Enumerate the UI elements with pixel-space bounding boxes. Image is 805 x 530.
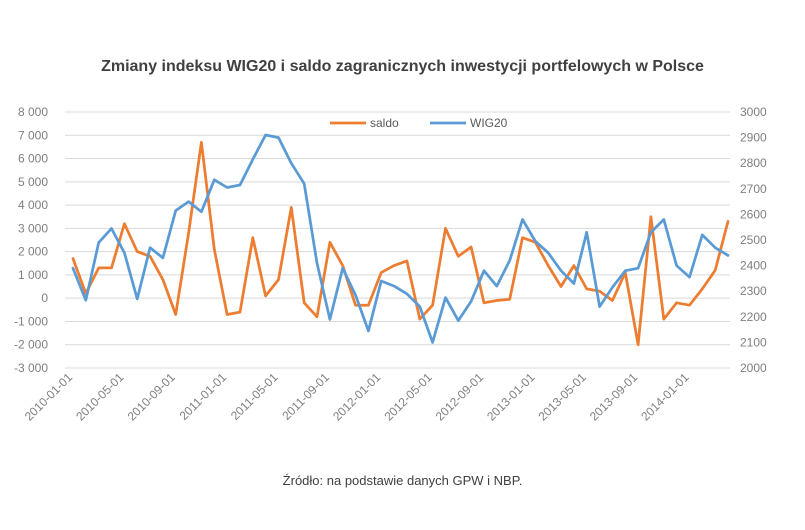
series-line-wig20 xyxy=(71,133,730,344)
series-line-saldo xyxy=(71,140,730,347)
y-right-tick-label: 2200 xyxy=(740,310,767,324)
x-tick-label: 2010-05-01 xyxy=(73,370,127,424)
y-left-tick-label: 7 000 xyxy=(18,128,48,142)
x-tick-label: 2012-01-01 xyxy=(330,370,384,424)
y-right-tick-label: 2400 xyxy=(740,259,767,273)
y-right-tick-label: 2900 xyxy=(740,131,767,145)
y-right-tick-label: 2800 xyxy=(740,156,767,170)
y-left-tick-label: -3 000 xyxy=(14,361,48,375)
y-left-tick-label: 0 xyxy=(41,291,48,305)
x-tick-label: 2012-09-01 xyxy=(433,370,487,424)
y-right-tick-label: 2500 xyxy=(740,233,767,247)
x-tick-label: 2013-01-01 xyxy=(484,370,538,424)
x-tick-label: 2013-09-01 xyxy=(587,370,641,424)
y-right-tick-label: 3000 xyxy=(740,105,767,119)
x-tick-label: 2010-09-01 xyxy=(125,370,179,424)
x-tick-label: 2011-01-01 xyxy=(177,370,230,423)
source-note: Źródło: na podstawie danych GPW i NBP. xyxy=(282,473,523,488)
x-tick-label: 2013-05-01 xyxy=(536,370,590,424)
x-tick-label: 2011-05-01 xyxy=(228,370,281,423)
y-right-tick-label: 2100 xyxy=(740,335,767,349)
legend-label-wig20: WIG20 xyxy=(470,116,508,130)
x-tick-label: 2012-05-01 xyxy=(381,370,435,424)
x-tick-label: 2011-09-01 xyxy=(279,370,332,423)
y-left-tick-label: 2 000 xyxy=(18,245,48,259)
y-left-tick-label: 8 000 xyxy=(18,105,48,119)
y-left-tick-label: 5 000 xyxy=(18,175,48,189)
y-right-tick-label: 2700 xyxy=(740,182,767,196)
y-left-tick-label: 3 000 xyxy=(18,221,48,235)
x-tick-label: 2014-01-01 xyxy=(638,370,692,424)
chart-title: Zmiany indeksu WIG20 i saldo zagraniczny… xyxy=(101,58,704,75)
y-right-tick-label: 2000 xyxy=(740,361,767,375)
y-right-tick-label: 2300 xyxy=(740,284,767,298)
x-tick-label: 2010-01-01 xyxy=(22,370,76,424)
y-left-tick-label: -2 000 xyxy=(14,338,48,352)
y-left-tick-label: 1 000 xyxy=(18,268,48,282)
y-left-tick-label: 6 000 xyxy=(18,152,48,166)
y-left-tick-label: 4 000 xyxy=(18,198,48,212)
y-left-tick-label: -1 000 xyxy=(14,314,48,328)
y-right-tick-label: 2600 xyxy=(740,207,767,221)
legend-label-saldo: saldo xyxy=(370,116,399,130)
